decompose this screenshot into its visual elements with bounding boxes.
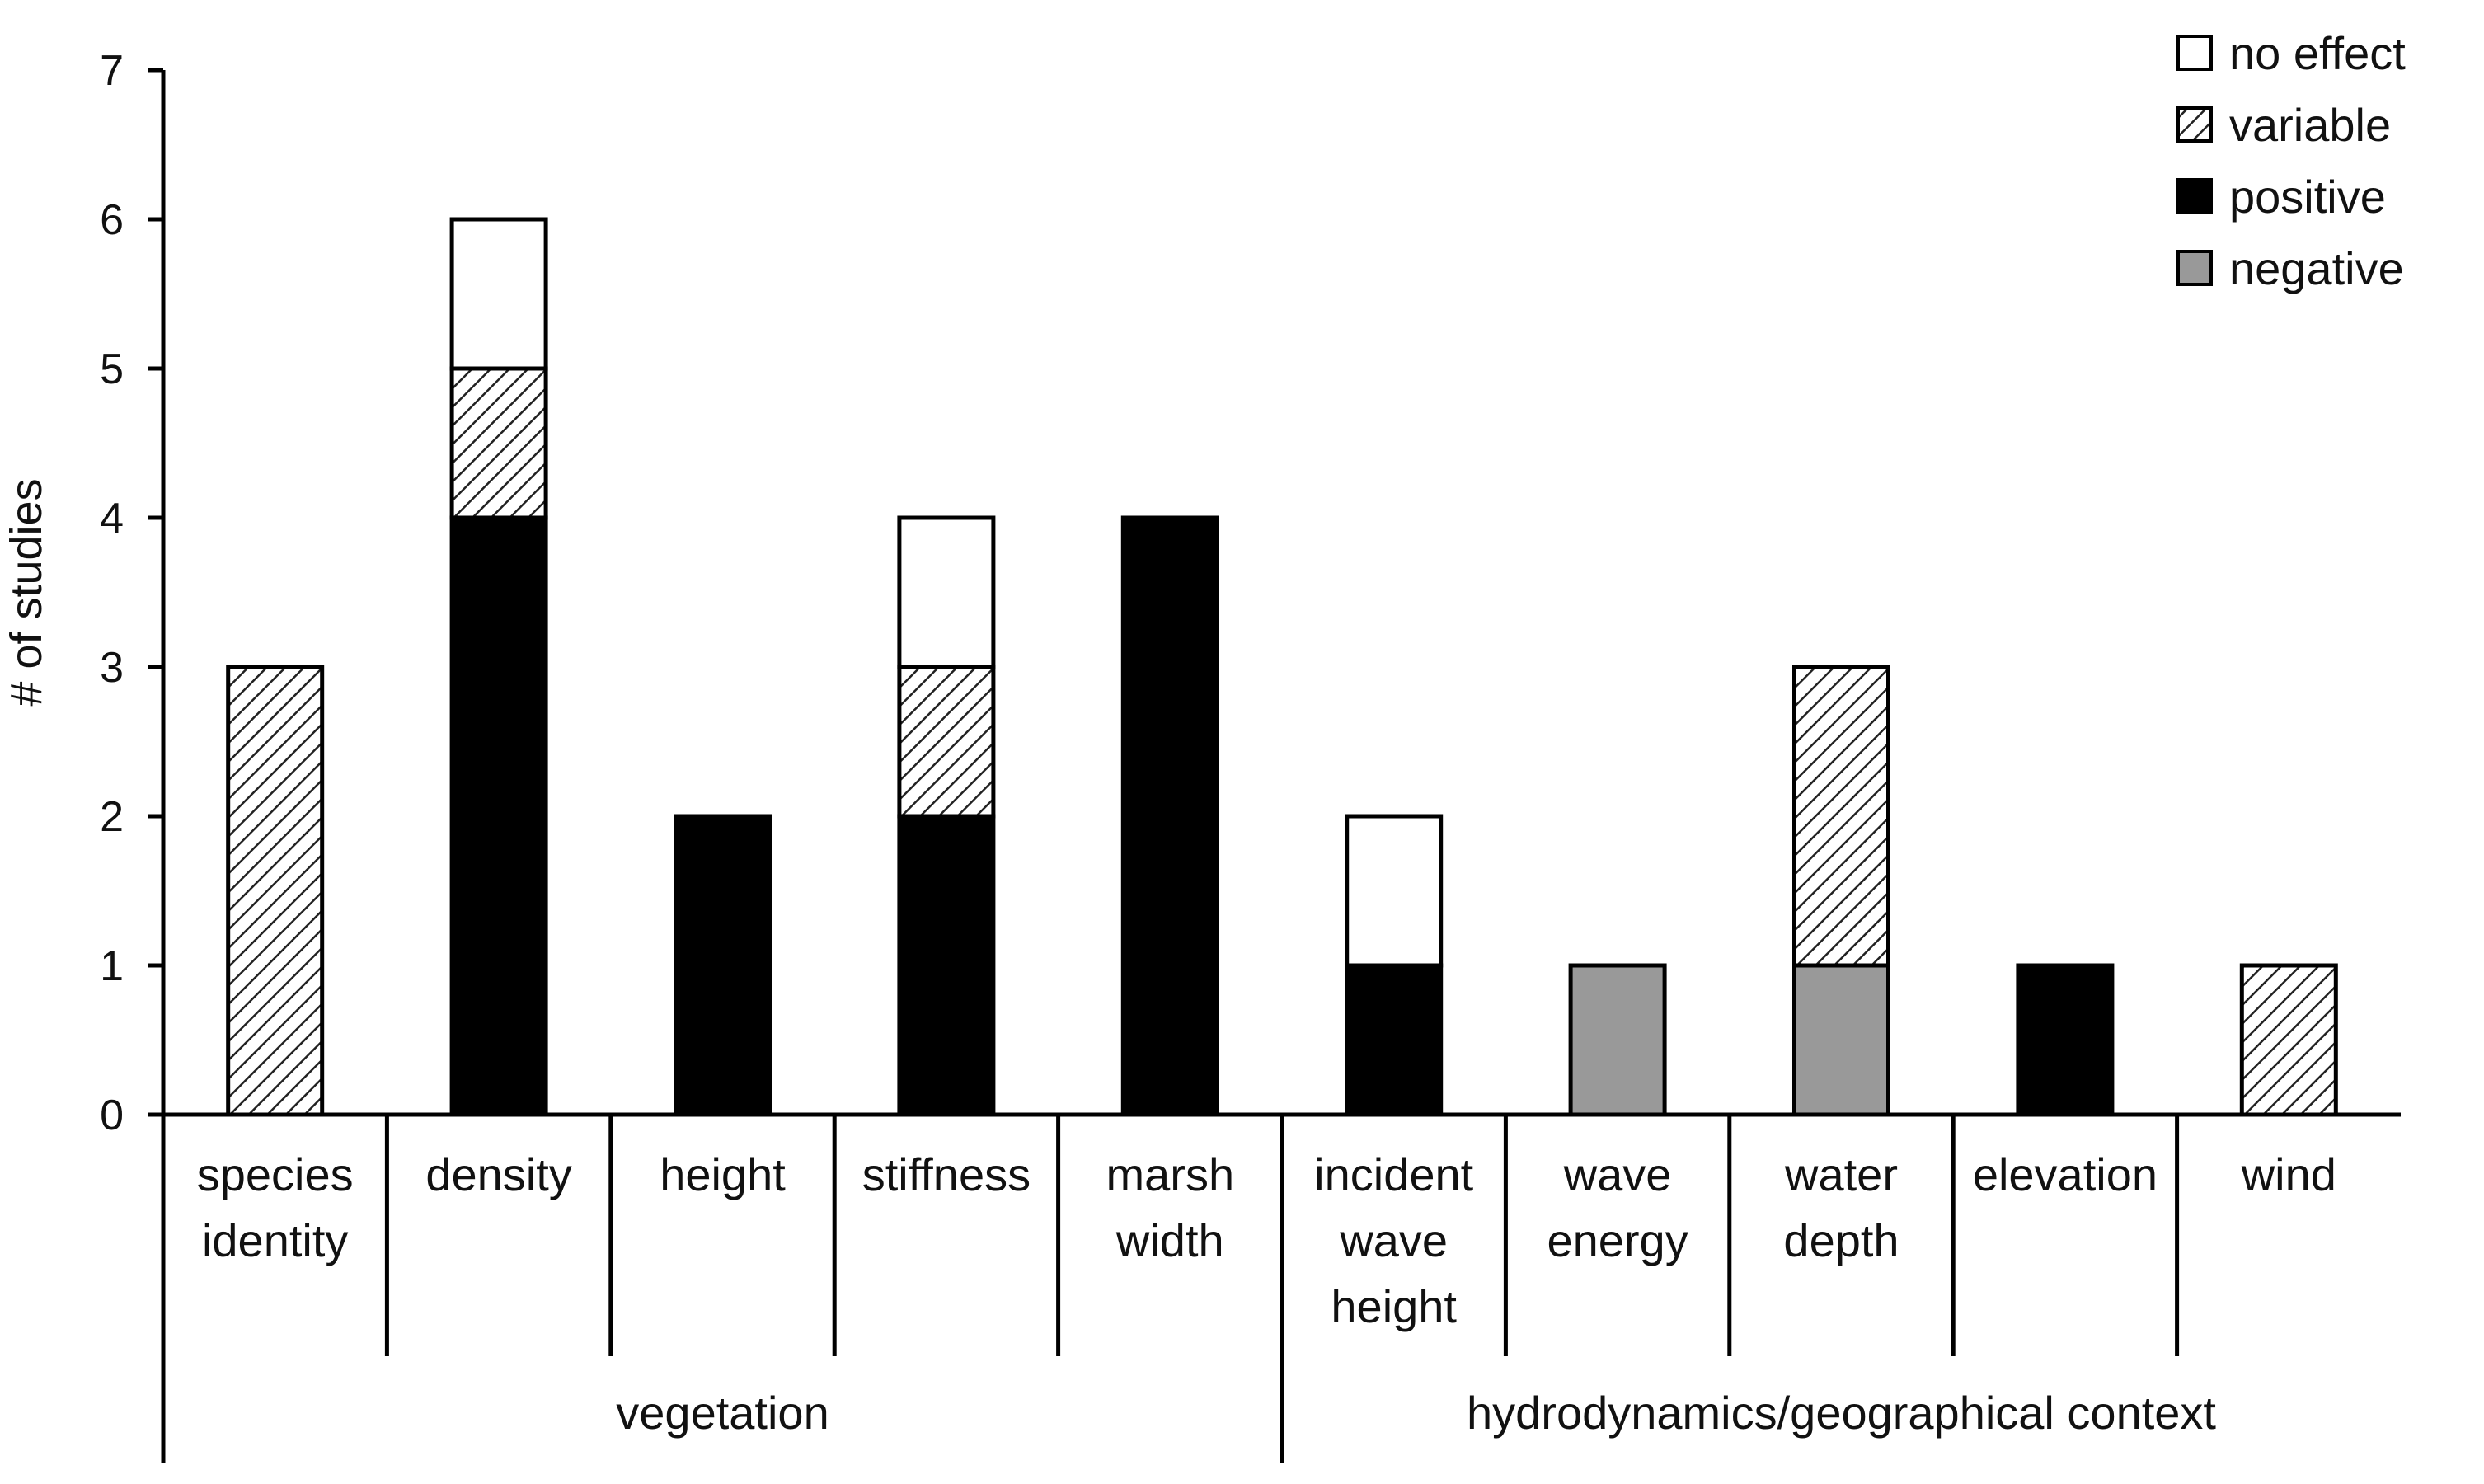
bar-stiffness-variable	[897, 665, 996, 819]
category-label-incident-wave-height: wave	[1339, 1214, 1448, 1266]
y-tick-label: 2	[100, 793, 124, 841]
bar-water-depth-negative	[1792, 963, 1890, 1117]
category-label-species-identity: species	[197, 1148, 354, 1200]
group-label-hydrodynamics-geographical-context: hydrodynamics/geographical context	[1467, 1387, 2216, 1439]
category-label-marsh-width: width	[1115, 1214, 1224, 1266]
y-tick-label: 1	[100, 942, 124, 990]
bar-species-identity-variable	[226, 665, 325, 1117]
legend-label-positive: positive	[2229, 171, 2386, 223]
y-tick-label: 3	[100, 644, 124, 692]
legend-swatch-no-effect	[2176, 35, 2213, 71]
category-label-wave-energy: wave	[1563, 1148, 1672, 1200]
bar-stiffness-positive	[897, 814, 996, 1117]
category-label-species-identity: identity	[202, 1214, 348, 1266]
bar-density-no-effect	[449, 217, 548, 371]
category-label-elevation: elevation	[1973, 1148, 2158, 1200]
bar-wave-energy-negative	[1568, 963, 1667, 1117]
y-tick-label: 7	[100, 47, 124, 95]
bar-stiffness-no-effect	[897, 515, 996, 669]
bar-water-depth-variable	[1792, 665, 1890, 968]
y-tick-label: 4	[100, 495, 124, 542]
y-tick-label: 0	[100, 1092, 124, 1139]
bar-wind-variable	[2239, 963, 2338, 1117]
category-label-incident-wave-height: incident	[1314, 1148, 1473, 1200]
y-tick-label: 6	[100, 196, 124, 244]
category-label-water-depth: water	[1784, 1148, 1898, 1200]
category-label-height: height	[660, 1148, 786, 1200]
bar-elevation-positive	[2016, 963, 2115, 1117]
bar-height-positive	[674, 814, 772, 1117]
bar-density-positive	[449, 515, 548, 1117]
y-tick-label: 5	[100, 345, 124, 393]
legend-swatch-variable	[2176, 106, 2213, 143]
category-label-wind: wind	[2241, 1148, 2336, 1200]
legend-swatch-positive	[2176, 178, 2213, 214]
bar-incident-wave-height-no-effect	[1345, 814, 1444, 968]
category-label-stiffness: stiffness	[862, 1148, 1031, 1200]
legend-label-no-effect: no effect	[2229, 27, 2406, 79]
category-label-incident-wave-height: height	[1331, 1280, 1457, 1332]
y-axis-title: # of studies	[2, 478, 51, 706]
group-label-vegetation: vegetation	[616, 1387, 829, 1439]
category-label-marsh-width: marsh	[1106, 1148, 1235, 1200]
bar-marsh-width-positive	[1120, 515, 1219, 1117]
legend-swatch-negative	[2176, 250, 2213, 286]
legend-label-negative: negative	[2229, 242, 2404, 294]
category-label-density: density	[425, 1148, 571, 1200]
category-label-wave-energy: energy	[1547, 1214, 1688, 1266]
category-label-water-depth: depth	[1783, 1214, 1899, 1266]
bar-density-variable	[449, 366, 548, 520]
legend-label-variable: variable	[2229, 99, 2391, 151]
bar-incident-wave-height-positive	[1345, 963, 1444, 1117]
